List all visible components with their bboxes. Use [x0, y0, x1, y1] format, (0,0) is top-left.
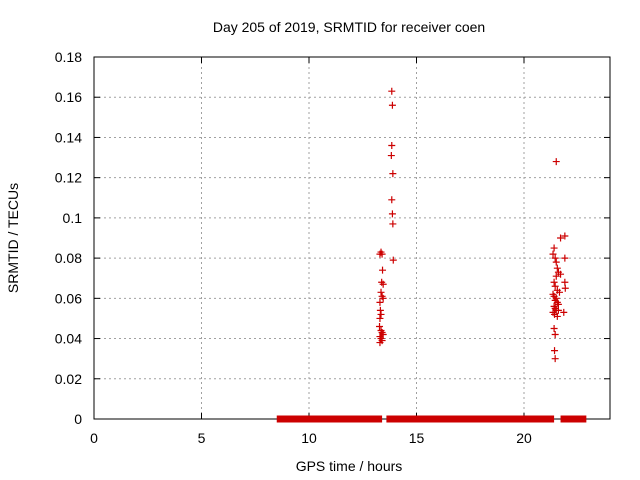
plot-area: [93, 56, 611, 420]
data-point: [376, 298, 384, 306]
data-point: [550, 278, 558, 286]
data-point: [376, 322, 384, 330]
data-point: [376, 339, 384, 347]
data-point: [389, 220, 397, 228]
data-point: [551, 347, 559, 355]
data-point: [551, 355, 559, 363]
data-point: [555, 288, 563, 296]
data-point: [551, 282, 559, 290]
y-tick-label: 0: [74, 411, 82, 427]
data-point: [552, 158, 560, 166]
data-point: [379, 331, 387, 339]
y-tick-labels: 0 0.02 0.04 0.06 0.08 0.1 0.12 0.14 0.16 0.18: [55, 49, 82, 427]
x-tick-label: 5: [198, 430, 206, 446]
data-point: [551, 254, 559, 262]
data-point: [554, 300, 562, 308]
data-point: [561, 284, 569, 292]
data-point: [550, 244, 558, 252]
data-point: [553, 312, 561, 320]
data-point: [550, 325, 558, 332]
data-point: [388, 196, 396, 204]
data-point: [389, 170, 397, 178]
data-point: [379, 266, 387, 274]
y-axis-label: SRMTID / TECUs: [5, 183, 21, 293]
data-point: [553, 264, 561, 272]
ticks: [93, 56, 610, 420]
data-point: [378, 250, 386, 258]
data-point: [388, 101, 396, 109]
y-tick-label: 0.18: [55, 49, 82, 65]
y-tick-label: 0.02: [55, 371, 82, 387]
y-tick-label: 0.16: [55, 89, 82, 105]
y-tick-label: 0.14: [55, 129, 82, 145]
x-axis-label: GPS time / hours: [296, 458, 403, 474]
x-tick-label: 15: [409, 430, 425, 446]
data-point: [376, 306, 384, 314]
data-point: [552, 272, 560, 280]
data-point: [557, 270, 565, 278]
data-point: [549, 250, 557, 258]
data-point: [561, 278, 569, 286]
y-tick-label: 0.12: [55, 170, 82, 186]
data-point: [557, 234, 565, 242]
data-point: [554, 306, 562, 314]
y-tick-label: 0.1: [63, 210, 83, 226]
grid: [94, 57, 610, 419]
data-point: [379, 294, 387, 302]
data-point: [379, 280, 387, 288]
data-point: [561, 232, 569, 240]
chart-title: Day 205 of 2019, SRMTID for receiver coe…: [213, 19, 485, 35]
data-point: [560, 308, 568, 316]
data-point: [389, 256, 397, 264]
x-tick-labels: 0 5 10 15 20: [90, 430, 532, 446]
data-points: [376, 87, 569, 363]
data-point: [552, 258, 560, 266]
data-point: [388, 210, 396, 218]
data-point: [387, 152, 395, 160]
y-tick-label: 0.04: [55, 331, 82, 347]
data-point: [388, 141, 396, 149]
y-tick-label: 0.06: [55, 290, 82, 306]
data-point: [561, 254, 569, 262]
x-tick-label: 0: [90, 430, 98, 446]
data-point: [377, 288, 385, 296]
data-point: [376, 314, 384, 322]
data-point: [551, 331, 559, 339]
data-point: [377, 310, 385, 318]
x-tick-label: 20: [516, 430, 532, 446]
data-point: [388, 87, 396, 95]
y-tick-label: 0.08: [55, 250, 82, 266]
x-tick-label: 10: [301, 430, 317, 446]
